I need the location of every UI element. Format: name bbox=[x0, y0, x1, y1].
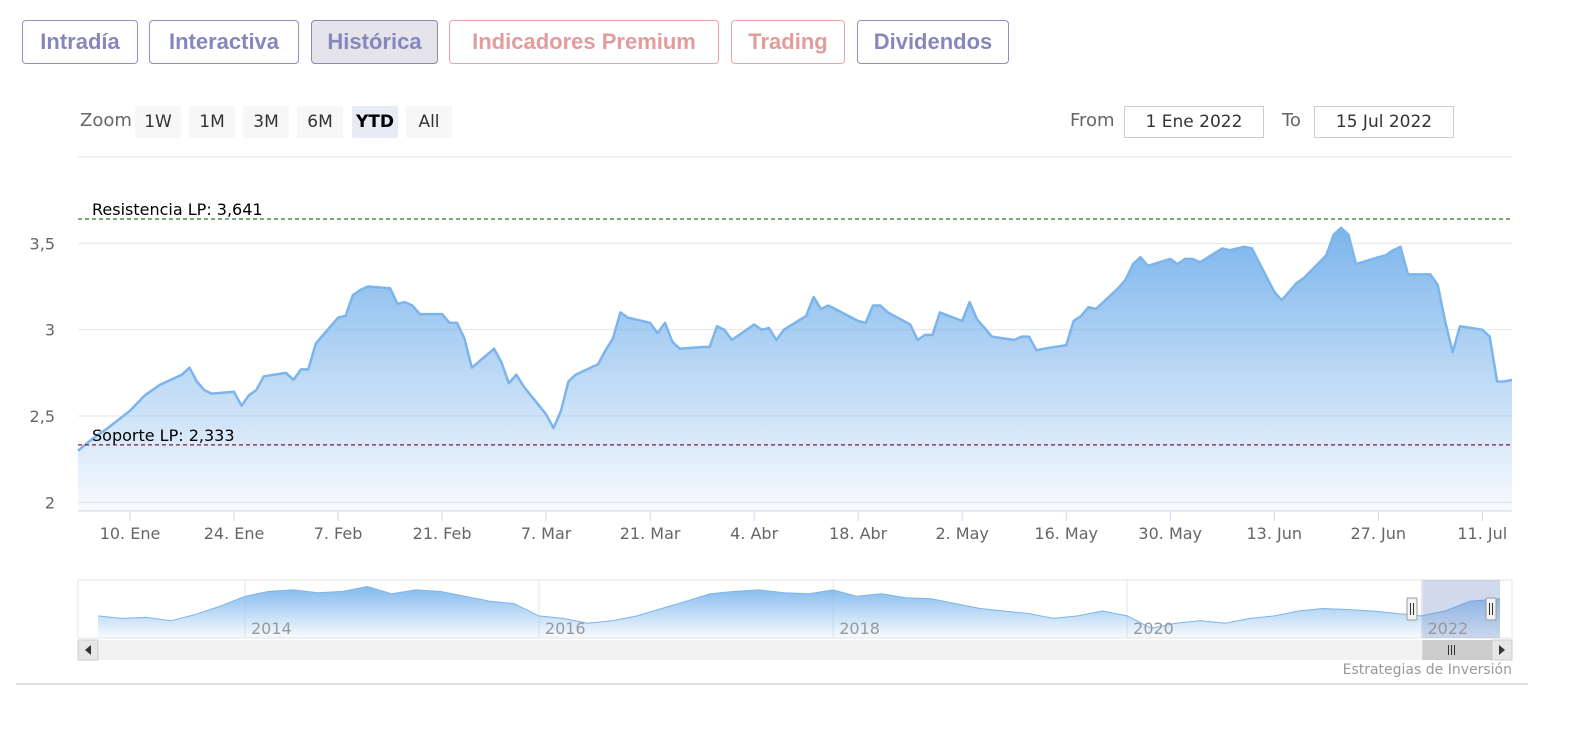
plot-line-label: Soporte LP: 2,333 bbox=[92, 426, 235, 445]
x-tick-label: 21. Feb bbox=[413, 524, 472, 543]
zoom-1m-button[interactable]: 1M bbox=[189, 106, 235, 138]
navigator[interactable]: 2014 2016 2018 2020 2022 bbox=[77, 579, 1513, 639]
y-tick-label: 2,5 bbox=[30, 407, 55, 426]
scrollbar-thumb[interactable] bbox=[1422, 640, 1500, 660]
zoom-1w-button[interactable]: 1W bbox=[135, 106, 181, 138]
tab-intradia[interactable]: Intradía bbox=[22, 20, 138, 64]
zoom-all-button[interactable]: All bbox=[406, 106, 452, 138]
x-tick-label: 11. Jul bbox=[1457, 524, 1507, 543]
bottom-divider bbox=[16, 683, 1528, 685]
tab-trading[interactable]: Trading bbox=[731, 20, 845, 64]
navigator-area bbox=[98, 586, 1500, 638]
x-tick-label: 16. May bbox=[1034, 524, 1098, 543]
plot-lines: Resistencia LP: 3,641 Soporte LP: 2,333 bbox=[78, 200, 1512, 446]
tab-dividendos[interactable]: Dividendos bbox=[857, 20, 1009, 64]
navigator-year-label: 2016 bbox=[545, 619, 586, 638]
navigator-year-label: 2022 bbox=[1427, 619, 1468, 638]
navigator-year-label: 2014 bbox=[251, 619, 292, 638]
x-tick-label: 4. Abr bbox=[730, 524, 778, 543]
tab-historica[interactable]: Histórica bbox=[311, 20, 438, 64]
scrollbar[interactable] bbox=[77, 639, 1513, 661]
x-tick-label: 7. Mar bbox=[521, 524, 572, 543]
plot-line-label: Resistencia LP: 3,641 bbox=[92, 200, 263, 219]
navigator-year-labels: 2014 2016 2018 2020 2022 bbox=[251, 619, 1468, 638]
to-date-input[interactable] bbox=[1314, 106, 1454, 138]
y-axis: 2 2,5 3 3,5 bbox=[30, 234, 55, 512]
x-tick-label: 2. May bbox=[935, 524, 988, 543]
tab-indicadores-premium[interactable]: Indicadores Premium bbox=[449, 20, 719, 64]
y-tick-label: 2 bbox=[45, 493, 55, 512]
x-tick-label: 13. Jun bbox=[1246, 524, 1302, 543]
from-label: From bbox=[1070, 110, 1115, 131]
x-tick-label: 10. Ene bbox=[100, 524, 161, 543]
tab-interactiva[interactable]: Interactiva bbox=[149, 20, 299, 64]
navigator-left-handle[interactable] bbox=[1406, 597, 1418, 621]
scroll-left-arrow-icon bbox=[85, 645, 91, 655]
navigator-year-label: 2020 bbox=[1133, 619, 1174, 638]
navigator-year-label: 2018 bbox=[839, 619, 880, 638]
from-date-input[interactable] bbox=[1124, 106, 1264, 138]
x-tick-label: 7. Feb bbox=[314, 524, 363, 543]
price-area bbox=[78, 227, 1512, 512]
zoom-6m-button[interactable]: 6M bbox=[297, 106, 343, 138]
navigator-series-line bbox=[97, 585, 1501, 629]
zoom-ytd-button[interactable]: YTD bbox=[352, 106, 398, 138]
scroll-right-arrow-icon bbox=[1499, 645, 1505, 655]
x-tick-label: 21. Mar bbox=[620, 524, 681, 543]
to-label: To bbox=[1282, 110, 1301, 131]
scrollbar-track[interactable] bbox=[78, 640, 1512, 660]
x-tick-label: 24. Ene bbox=[204, 524, 265, 543]
zoom-3m-button[interactable]: 3M bbox=[243, 106, 289, 138]
y-tick-label: 3 bbox=[45, 321, 55, 340]
navigator-right-handle[interactable] bbox=[1485, 597, 1497, 621]
scrollbar-grip-icon bbox=[1448, 645, 1455, 655]
x-tick-label: 30. May bbox=[1138, 524, 1202, 543]
price-series-line bbox=[77, 226, 1513, 452]
x-tick-label: 18. Abr bbox=[829, 524, 888, 543]
x-tick-label: 27. Jun bbox=[1350, 524, 1406, 543]
zoom-label: Zoom bbox=[80, 110, 132, 131]
credits-text: Estrategias de Inversión bbox=[1342, 662, 1512, 678]
y-tick-label: 3,5 bbox=[30, 234, 55, 253]
x-axis: 10. Ene 24. Ene 7. Feb 21. Feb 7. Mar 21. Mar… bbox=[100, 511, 1507, 543]
